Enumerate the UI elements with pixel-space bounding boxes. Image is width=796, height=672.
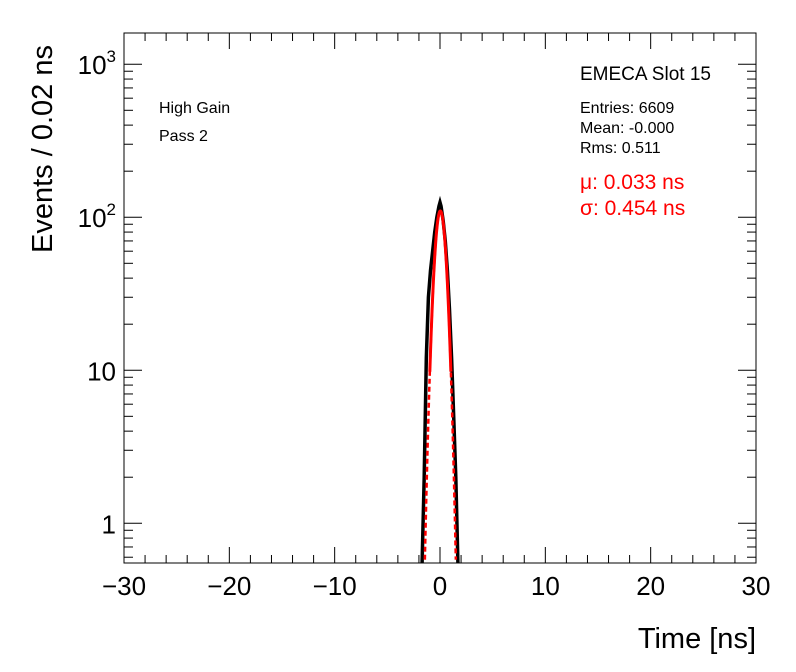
gaussian-fit-curve	[428, 209, 453, 372]
x-tick-label: −10	[313, 571, 357, 601]
slot-label: EMECA Slot 15	[580, 64, 711, 85]
mean-stat: Mean: -0.000	[580, 120, 674, 137]
y-tick-label: 102	[78, 200, 116, 233]
entries-stat: Entries: 6609	[580, 100, 674, 117]
x-tick-label: 20	[636, 571, 665, 601]
x-tick-label: −30	[102, 571, 146, 601]
plot-series	[420, 195, 460, 564]
rms-stat: Rms: 0.511	[580, 140, 661, 157]
fit-mu-label: μ: 0.033 ns	[580, 171, 684, 194]
y-tick-labels: 1 10 102 103	[78, 47, 116, 539]
fit-sigma-label: σ: 0.454 ns	[580, 197, 685, 220]
y-tick-label: 103	[78, 47, 116, 80]
y-axis-label: Events / 0.02 ns	[27, 45, 59, 253]
y-tick-label: 1	[102, 509, 116, 539]
plot-frame	[123, 32, 757, 564]
y-tick-label: 10	[87, 356, 116, 386]
x-tick-label: 30	[742, 571, 771, 601]
x-tick-label: −20	[207, 571, 251, 601]
pass-label: Pass 2	[159, 128, 208, 145]
x-tick-label: 10	[531, 571, 560, 601]
x-tick-labels: −30 −20 −10 0 10 20 30	[102, 571, 771, 601]
x-axis-label: Time [ns]	[638, 623, 756, 655]
gain-label: High Gain	[159, 100, 230, 117]
x-tick-label: 0	[433, 571, 447, 601]
axis-ticks	[123, 33, 757, 563]
